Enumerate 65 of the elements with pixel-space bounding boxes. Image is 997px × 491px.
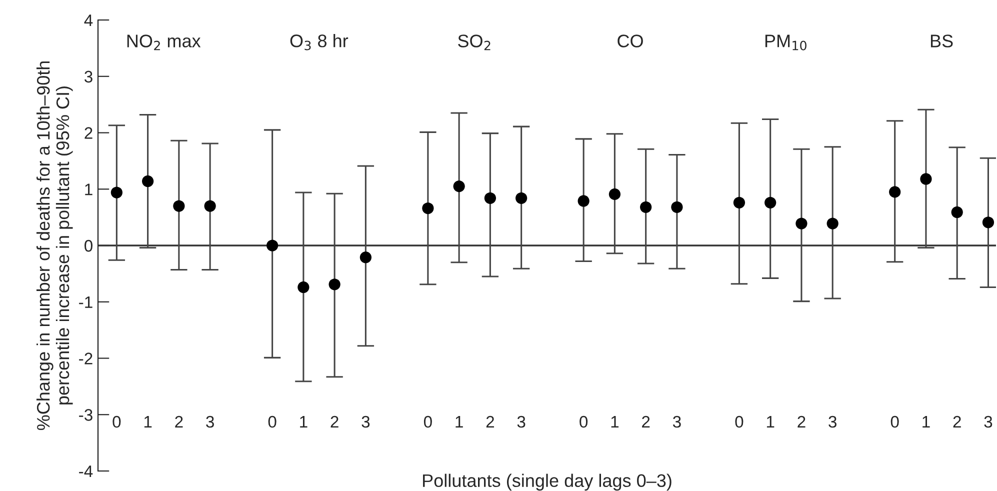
x-tick-label: 2 xyxy=(330,416,338,428)
x-tick-label: 0 xyxy=(735,416,744,428)
y-axis-title: %Change in number of deaths for a 10th–90th percentile increase in pollutant (95% CI) xyxy=(36,61,73,430)
x-tick-label: 1 xyxy=(456,416,463,428)
x-tick-label: 0 xyxy=(580,416,588,428)
x-tick-label: 2 xyxy=(175,416,183,428)
x-tick-label: 2 xyxy=(798,416,806,428)
x-axis-title: Pollutants (single day lags 0–3) xyxy=(423,474,672,491)
annotation: O$_{3}$ 8 hr xyxy=(290,34,348,50)
annotation: SO$_{2}$ xyxy=(458,34,490,50)
x-tick-label: 3 xyxy=(206,416,214,428)
point xyxy=(484,192,496,204)
x-tick-label: 3 xyxy=(984,416,992,428)
point xyxy=(142,175,154,188)
point xyxy=(982,216,994,228)
point xyxy=(422,202,434,214)
x-tick-label: 2 xyxy=(953,416,961,428)
annotation: CO xyxy=(618,34,643,48)
point xyxy=(453,180,465,192)
y-tick-label: 4 xyxy=(84,14,93,26)
y-tick-label: 1 xyxy=(85,184,92,196)
point xyxy=(889,186,901,198)
point xyxy=(608,188,621,200)
x-tick-label: 0 xyxy=(112,416,121,428)
point xyxy=(328,278,340,290)
x-tick-label: 1 xyxy=(766,416,774,428)
x-tick-label: 1 xyxy=(611,416,619,428)
y-tick-label: -2 xyxy=(79,352,92,364)
y-tick-label: -3 xyxy=(79,409,92,421)
x-tick-label: 1 xyxy=(144,416,152,428)
annotation: BS xyxy=(930,34,953,48)
point xyxy=(360,252,372,264)
point xyxy=(516,192,528,204)
point xyxy=(920,173,932,185)
point xyxy=(640,201,652,213)
y-tick-label: 0 xyxy=(84,240,92,252)
point xyxy=(266,240,278,252)
y-tick-label: -4 xyxy=(79,466,93,478)
point xyxy=(204,200,216,212)
point xyxy=(298,281,310,294)
annotation: NO$_{2}$ max xyxy=(127,34,201,50)
y-tick-label: 2 xyxy=(84,127,92,139)
x-tick-label: 1 xyxy=(922,416,930,428)
point xyxy=(110,186,122,198)
x-tick-label: 0 xyxy=(268,416,276,428)
x-tick-label: 3 xyxy=(828,416,836,428)
y-tick-label: -1 xyxy=(79,296,92,308)
point xyxy=(733,196,746,208)
point xyxy=(951,206,963,218)
x-tick-label: 2 xyxy=(642,416,650,428)
y-tick-label: 3 xyxy=(84,70,92,83)
annotation: PM$_{10}$ xyxy=(765,34,806,50)
point xyxy=(764,196,776,208)
point xyxy=(671,201,683,213)
x-tick-label: 2 xyxy=(486,416,494,428)
point xyxy=(796,218,808,230)
x-tick-label: 3 xyxy=(672,416,681,428)
point xyxy=(173,200,185,212)
x-tick-label: 0 xyxy=(890,416,899,428)
point xyxy=(826,218,838,230)
x-tick-label: 3 xyxy=(362,416,370,428)
x-tick-label: 1 xyxy=(300,416,308,428)
x-tick-label: 0 xyxy=(424,416,432,428)
x-tick-label: 3 xyxy=(517,416,526,428)
point xyxy=(578,195,590,207)
